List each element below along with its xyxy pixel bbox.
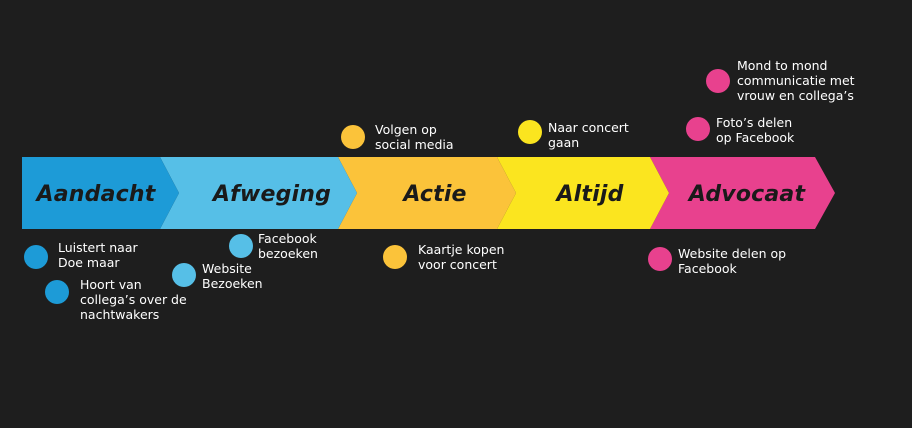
note-mond: Mond to mond communicatie met vrouw en c… <box>737 58 855 103</box>
note-website-bezoeken: Website Bezoeken <box>202 261 263 291</box>
bullet-dot-afweging <box>229 234 253 258</box>
note-hoort: Hoort van collega’s over de nachtwakers <box>80 277 187 322</box>
bullet-dot-aandacht <box>45 280 69 304</box>
note-website-delen: Website delen op Facebook <box>678 246 787 276</box>
note-facebook-bezoeken: Facebook bezoeken <box>258 231 318 261</box>
arrow-aandacht <box>22 157 179 229</box>
note-naar-concert: Naar concert gaan <box>548 120 629 150</box>
bullet-dot-altijd <box>518 120 542 144</box>
arrow-actie <box>338 157 516 229</box>
bullet-dot-advocaat <box>686 117 710 141</box>
bullet-dot-advocaat <box>706 69 730 93</box>
stage-label-aandacht: Aandacht <box>36 181 156 207</box>
stage-label-afweging: Afweging <box>212 181 332 207</box>
note-kaartje: Kaartje kopen voor concert <box>418 242 505 272</box>
arrow-afweging <box>160 157 357 229</box>
bullet-dot-actie <box>383 245 407 269</box>
arrow-altijd <box>497 157 669 229</box>
bullet-dot-actie <box>341 125 365 149</box>
note-luistert: Luistert naar Doe maar <box>58 240 138 270</box>
stage-label-advocaat: Advocaat <box>688 181 806 207</box>
bullet-dot-advocaat <box>648 247 672 271</box>
note-fotos: Foto’s delen op Facebook <box>716 115 795 145</box>
stage-label-altijd: Altijd <box>556 181 624 207</box>
bullet-dot-afweging <box>172 263 196 287</box>
bullet-dot-aandacht <box>24 245 48 269</box>
stage-label-actie: Actie <box>403 181 467 207</box>
arrow-advocaat <box>650 157 835 229</box>
note-volgen: Volgen op social media <box>375 122 454 152</box>
